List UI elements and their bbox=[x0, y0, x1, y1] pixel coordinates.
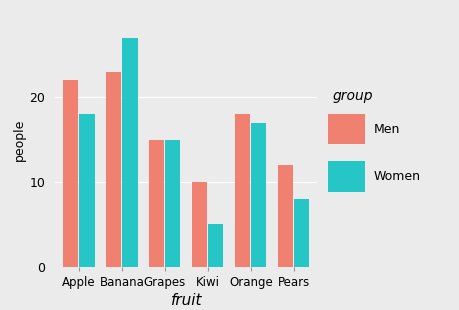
Y-axis label: people: people bbox=[12, 118, 25, 161]
Bar bbox=[235, 114, 250, 267]
Bar bbox=[294, 199, 309, 267]
Bar bbox=[149, 140, 164, 267]
Bar bbox=[251, 122, 266, 267]
Text: Women: Women bbox=[373, 170, 420, 183]
Bar bbox=[165, 140, 180, 267]
X-axis label: fruit: fruit bbox=[170, 293, 202, 308]
Bar bbox=[122, 38, 137, 267]
Bar bbox=[192, 182, 207, 267]
Text: group: group bbox=[331, 89, 372, 103]
Bar bbox=[277, 165, 292, 267]
Text: Men: Men bbox=[373, 123, 399, 135]
FancyBboxPatch shape bbox=[328, 161, 364, 192]
FancyBboxPatch shape bbox=[328, 114, 364, 144]
Bar bbox=[63, 80, 78, 267]
Bar bbox=[79, 114, 95, 267]
Bar bbox=[208, 224, 223, 267]
Bar bbox=[106, 72, 121, 267]
